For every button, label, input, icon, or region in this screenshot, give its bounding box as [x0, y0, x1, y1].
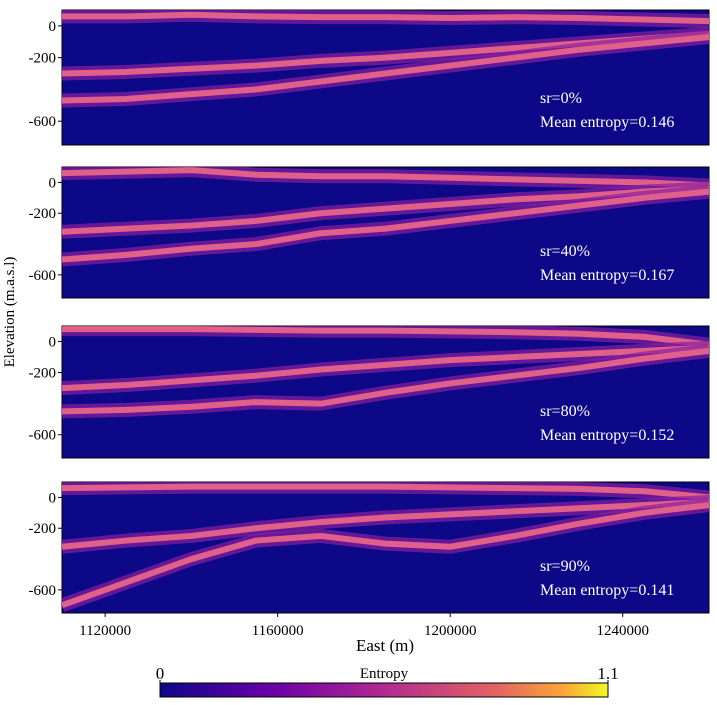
x-tick-label: 1240000	[596, 623, 649, 639]
y-tick-label: -200	[29, 521, 57, 537]
y-tick-label: -200	[29, 366, 57, 382]
annotation: Mean entropy=0.146	[540, 114, 674, 131]
x-tick-label: 1160000	[252, 623, 304, 639]
colorbar	[159, 682, 609, 698]
entropy-band	[62, 499, 709, 550]
y-tick-label: -200	[29, 51, 57, 67]
x-tick-label: 1200000	[424, 623, 477, 639]
entropy-band	[62, 167, 709, 189]
entropy-band	[62, 185, 709, 235]
annotation: Mean entropy=0.167	[540, 267, 674, 284]
plot	[62, 482, 709, 612]
plot	[62, 10, 709, 108]
colorbar-label: Entropy	[360, 666, 409, 682]
y-tick-label: 0	[49, 335, 57, 351]
x-axis-label: East (m)	[356, 636, 414, 655]
y-axis-label: Elevation (m.a.s.l)	[2, 257, 18, 368]
entropy-band	[62, 344, 709, 392]
entropy-band	[62, 326, 709, 348]
y-tick-label: -200	[29, 206, 57, 222]
colorbar-tick-label: 0	[156, 664, 165, 683]
y-tick-label: -600	[29, 583, 57, 599]
entropy-band	[62, 502, 709, 609]
plot	[62, 326, 709, 419]
y-tick-label: 0	[49, 490, 57, 506]
x-tick-label: 1120000	[79, 623, 131, 639]
annotation: sr=80%	[540, 403, 590, 420]
y-tick-label: -600	[29, 114, 57, 130]
entropy-band	[62, 188, 709, 263]
plot	[62, 167, 709, 267]
y-tick-label: 0	[49, 175, 57, 191]
annotation: Mean entropy=0.152	[540, 427, 674, 444]
y-tick-label: 0	[49, 19, 57, 35]
annotation: sr=0%	[540, 90, 582, 107]
colorbar-tick-label: 1.1	[597, 664, 618, 683]
annotation: sr=90%	[540, 558, 590, 575]
entropy-band	[62, 11, 709, 25]
entropy-band	[62, 34, 709, 104]
annotation: Mean entropy=0.141	[540, 582, 674, 599]
annotation: sr=40%	[540, 243, 590, 260]
y-tick-label: -600	[29, 428, 57, 444]
entropy-band	[62, 483, 709, 501]
entropy-band	[62, 347, 709, 415]
y-tick-label: -600	[29, 268, 57, 284]
